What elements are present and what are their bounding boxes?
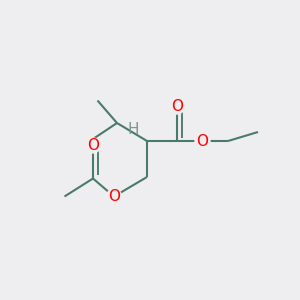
Text: O: O: [171, 99, 183, 114]
Circle shape: [106, 189, 122, 204]
Circle shape: [169, 99, 184, 114]
Circle shape: [85, 138, 100, 153]
Circle shape: [195, 134, 210, 148]
Text: O: O: [87, 138, 99, 153]
Text: O: O: [196, 134, 208, 148]
Text: O: O: [108, 189, 120, 204]
Text: H: H: [128, 122, 139, 137]
